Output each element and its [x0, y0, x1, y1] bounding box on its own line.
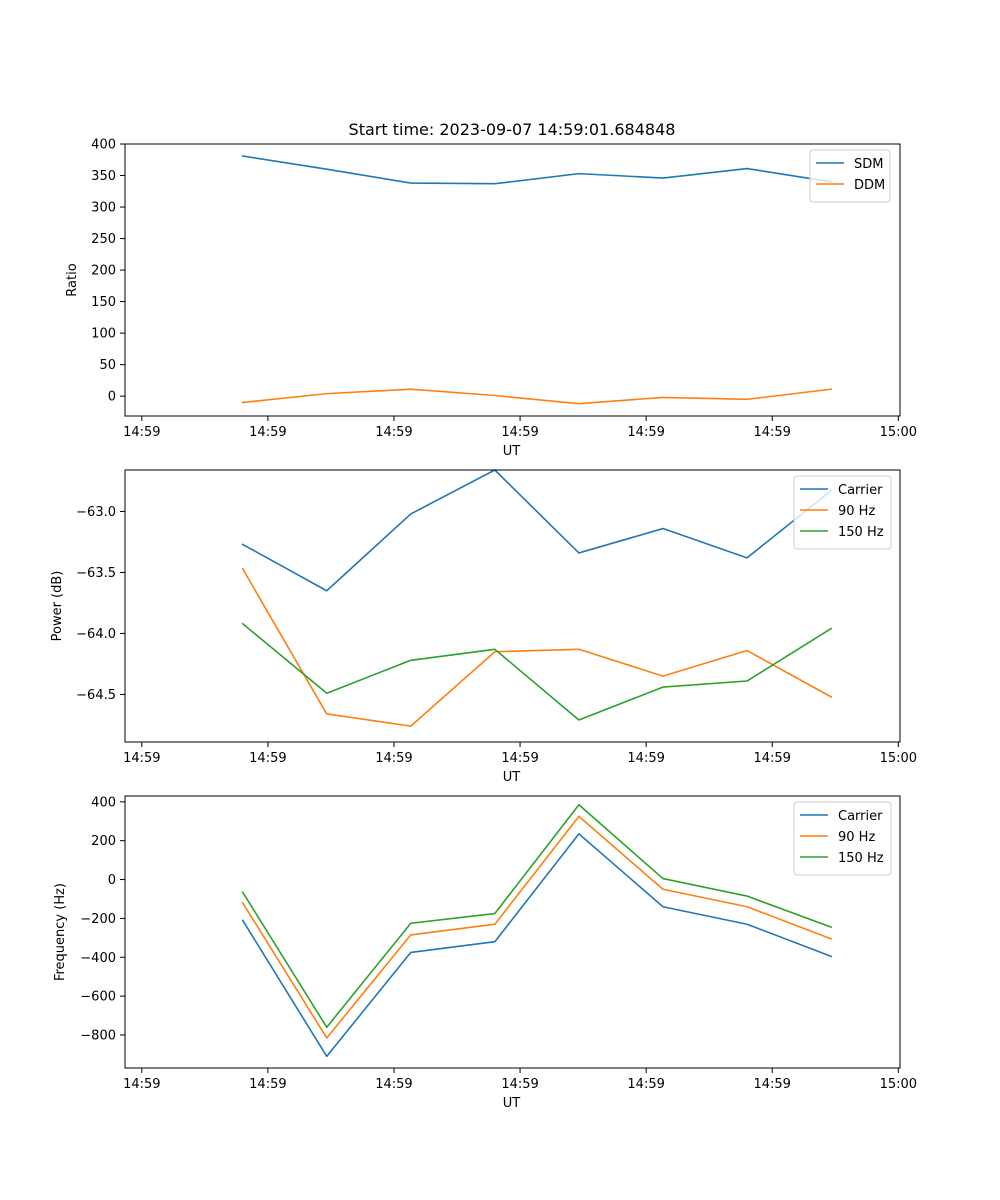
series-line-carrier — [241, 833, 833, 1058]
y-axis-label: Power (dB) — [50, 571, 65, 642]
series-line-150-hz — [241, 622, 833, 721]
x-tick-label: 14:59 — [627, 751, 664, 766]
x-tick-label: 14:59 — [753, 1077, 790, 1092]
legend-label: SDM — [854, 157, 883, 172]
x-tick-label: 14:59 — [375, 751, 412, 766]
x-tick-label: 14:59 — [501, 1077, 538, 1092]
y-axis-label: Ratio — [65, 263, 80, 296]
x-tick-label: 15:00 — [880, 425, 917, 440]
x-tick-label: 14:59 — [249, 1077, 286, 1092]
series-line-sdm — [241, 155, 832, 185]
x-tick-label: 14:59 — [123, 425, 160, 440]
y-tick-label: −63.5 — [76, 566, 116, 581]
panel-1: 14:59 14:59 14:59 14:59 14:59 14:59 15:00 0 50 10… — [65, 138, 917, 460]
x-tick-label: 14:59 — [627, 425, 664, 440]
y-axis-label: Frequency (Hz) — [53, 883, 68, 981]
y-tick-label: −64.5 — [76, 688, 116, 703]
x-tick-label: 14:59 — [501, 425, 538, 440]
y-tick-label: −63.0 — [76, 505, 116, 520]
y-tick-label: 200 — [91, 264, 116, 279]
x-tick-label: 14:59 — [627, 1077, 664, 1092]
y-tick-label: 0 — [108, 390, 116, 405]
y-tick-label: 200 — [91, 834, 116, 849]
x-tick-label: 14:59 — [249, 425, 286, 440]
axes-frame — [124, 795, 901, 1069]
x-tick-label: 14:59 — [123, 1077, 160, 1092]
y-tick-label: 50 — [99, 358, 116, 373]
series-line-carrier — [241, 469, 833, 592]
figure-title: Start time: 2023-09-07 14:59:01.684848 — [349, 120, 676, 139]
legend-label: 150 Hz — [838, 851, 884, 866]
legend-label: 90 Hz — [838, 504, 875, 519]
x-tick-label: 14:59 — [501, 751, 538, 766]
x-tick-label: 14:59 — [753, 425, 790, 440]
axes-frame — [124, 469, 901, 743]
x-axis-label: UT — [503, 770, 521, 785]
y-tick-label: −64.0 — [76, 627, 116, 642]
y-tick-label: 0 — [108, 873, 116, 888]
x-tick-label: 14:59 — [753, 751, 790, 766]
legend-label: 150 Hz — [838, 525, 884, 540]
y-tick-label: 350 — [91, 169, 116, 184]
y-tick-label: −600 — [80, 990, 116, 1005]
legend-label: 90 Hz — [838, 830, 875, 845]
x-tick-label: 14:59 — [123, 751, 160, 766]
x-tick-label: 14:59 — [249, 751, 286, 766]
y-tick-label: 250 — [91, 232, 116, 247]
y-tick-label: 400 — [91, 138, 116, 153]
x-axis-label: UT — [503, 1096, 521, 1111]
x-tick-label: 15:00 — [880, 751, 917, 766]
panel-2: 14:59 14:59 14:59 14:59 14:59 14:59 15:00 −63.0… — [50, 469, 917, 785]
y-tick-label: 150 — [91, 295, 116, 310]
legend-label: Carrier — [838, 809, 883, 824]
y-tick-label: −800 — [80, 1028, 116, 1043]
series-line-90-hz — [241, 815, 833, 1039]
panel-3: 14:59 14:59 14:59 14:59 14:59 14:59 15:00 400 20… — [53, 795, 917, 1111]
y-tick-label: −400 — [80, 951, 116, 966]
series-line-ddm — [241, 388, 832, 405]
y-tick-label: 100 — [91, 327, 116, 342]
legend-label: DDM — [854, 178, 885, 193]
y-tick-label: 300 — [91, 201, 116, 216]
axes-frame — [124, 143, 901, 417]
x-tick-label: 15:00 — [880, 1077, 917, 1092]
series-line-90-hz — [241, 567, 833, 727]
x-tick-label: 14:59 — [375, 1077, 412, 1092]
y-tick-label: 400 — [91, 795, 116, 810]
y-tick-label: −200 — [80, 912, 116, 927]
series-line-150-hz — [241, 803, 833, 1028]
legend-label: Carrier — [838, 483, 883, 498]
x-tick-label: 14:59 — [375, 425, 412, 440]
x-axis-label: UT — [503, 444, 521, 459]
